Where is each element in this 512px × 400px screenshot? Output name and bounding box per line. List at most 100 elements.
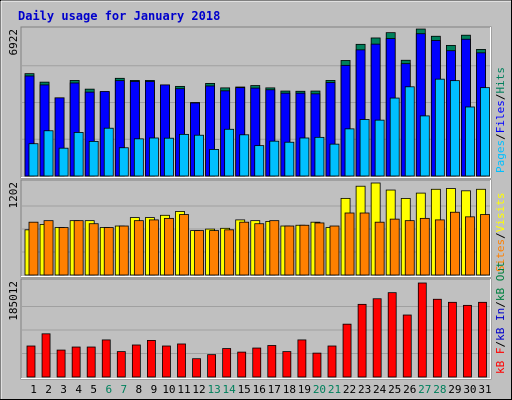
bar-sites-day-14 bbox=[224, 229, 235, 276]
bar-pages-day-18 bbox=[284, 141, 295, 177]
panel-kbytes: 185012 kB F/kB In/kB Out bbox=[7, 261, 507, 380]
bar-pages-day-9 bbox=[148, 137, 159, 177]
bar-pages-day-24 bbox=[374, 119, 385, 177]
bar-pages-day-19 bbox=[299, 137, 310, 177]
bar-sites-day-3 bbox=[58, 227, 69, 276]
legend-kbout: kB Out bbox=[494, 261, 507, 301]
x-tick-label-day-26: 26 bbox=[403, 383, 416, 396]
bar-kbf-day-23 bbox=[357, 303, 367, 378]
x-tick-label-day-15: 15 bbox=[238, 383, 251, 396]
bar-sites-day-6 bbox=[103, 227, 114, 276]
legend-kbf: kB F bbox=[494, 348, 507, 375]
legend-pages: Pages bbox=[494, 140, 507, 173]
legend-sites: Sites bbox=[494, 239, 507, 272]
chart-title: Daily usage for January 2018 bbox=[18, 9, 220, 23]
bar-sites-day-12 bbox=[194, 230, 204, 276]
bar-kbf-day-11 bbox=[177, 343, 186, 378]
panel-visits-sites: 1202 Sites/Visits bbox=[7, 179, 507, 278]
x-tick-label-day-13: 13 bbox=[207, 383, 220, 396]
bar-kbf-day-18 bbox=[282, 351, 292, 378]
bar-kbf-day-31 bbox=[478, 301, 487, 378]
bar-sites-day-10 bbox=[164, 217, 174, 276]
bar-kbf-day-27 bbox=[417, 282, 427, 378]
bar-kbf-day-25 bbox=[387, 292, 397, 378]
bar-kbf-day-16 bbox=[252, 347, 262, 378]
legend-sep-2: / bbox=[494, 94, 507, 101]
bar-pages-day-16 bbox=[254, 145, 265, 177]
x-tick-label-day-14: 14 bbox=[223, 383, 237, 396]
bar-pages-day-4 bbox=[73, 132, 84, 177]
bar-sites-day-17 bbox=[269, 220, 280, 276]
bar-sites-day-11 bbox=[179, 214, 189, 276]
x-tick-label-day-1: 1 bbox=[30, 383, 37, 396]
x-tick-label-day-3: 3 bbox=[60, 383, 67, 396]
bar-pages-day-14 bbox=[224, 128, 235, 177]
x-tick-label-day-23: 23 bbox=[358, 383, 371, 396]
bar-pages-day-20 bbox=[314, 136, 325, 177]
bar-kbf-day-1 bbox=[26, 345, 36, 378]
legend-sep-1: / bbox=[494, 133, 507, 140]
bar-kbf-day-3 bbox=[56, 349, 66, 378]
bar-kbf-day-26 bbox=[402, 314, 412, 378]
bar-kbf-day-5 bbox=[86, 346, 96, 378]
x-tick-label-day-6: 6 bbox=[105, 383, 112, 396]
bar-pages-day-11 bbox=[179, 133, 189, 177]
bar-pages-day-10 bbox=[164, 137, 174, 177]
bar-pages-day-22 bbox=[344, 128, 355, 177]
legend-sep-5: / bbox=[494, 301, 507, 308]
bar-kbf-day-6 bbox=[101, 339, 111, 378]
bar-sites-day-16 bbox=[254, 223, 265, 276]
bar-sites-day-26 bbox=[404, 220, 415, 276]
bar-sites-day-2 bbox=[43, 220, 54, 276]
bar-kbf-day-19 bbox=[297, 339, 307, 378]
x-tick-label-day-8: 8 bbox=[136, 383, 143, 396]
legend-kbin: kB In bbox=[494, 308, 507, 341]
bar-kbf-day-30 bbox=[463, 304, 472, 378]
bar-pages-day-29 bbox=[449, 80, 460, 177]
bar-kbf-day-8 bbox=[131, 344, 141, 378]
bar-pages-day-2 bbox=[43, 130, 54, 177]
x-tick-label-day-7: 7 bbox=[120, 383, 127, 396]
bar-kbf-day-2 bbox=[41, 333, 51, 378]
bar-sites-day-28 bbox=[434, 219, 445, 276]
bar-pages-day-3 bbox=[58, 147, 69, 177]
bar-pages-day-8 bbox=[133, 138, 144, 177]
bar-sites-day-13 bbox=[209, 230, 220, 276]
x-tick-label-day-28: 28 bbox=[433, 383, 446, 396]
bar-sites-day-22 bbox=[344, 212, 355, 276]
bar-kbf-day-29 bbox=[447, 301, 457, 378]
bar-sites-day-8 bbox=[133, 220, 144, 276]
legend-hits: Hits bbox=[494, 67, 507, 94]
bar-kbf-day-24 bbox=[372, 298, 382, 378]
bar-sites-day-4 bbox=[73, 220, 84, 276]
bar-kbf-day-28 bbox=[432, 298, 442, 378]
bar-pages-day-1 bbox=[28, 143, 39, 177]
y-max-label-visits: 1202 bbox=[7, 182, 20, 209]
bar-pages-day-13 bbox=[209, 149, 220, 177]
bar-pages-day-5 bbox=[88, 140, 99, 177]
bar-kbf-day-4 bbox=[71, 346, 81, 378]
bar-sites-day-25 bbox=[389, 218, 400, 276]
bar-pages-day-12 bbox=[194, 134, 204, 177]
bar-pages-day-7 bbox=[118, 147, 129, 177]
x-tick-label-day-19: 19 bbox=[298, 383, 311, 396]
x-tick-label-day-2: 2 bbox=[45, 383, 52, 396]
bar-sites-day-15 bbox=[239, 221, 250, 276]
bar-sites-day-19 bbox=[299, 224, 310, 276]
x-tick-label-day-18: 18 bbox=[283, 383, 296, 396]
x-tick-label-day-27: 27 bbox=[418, 383, 431, 396]
bars-hits-files-pages bbox=[24, 28, 490, 177]
x-tick-label-day-21: 21 bbox=[328, 383, 341, 396]
bar-pages-day-27 bbox=[419, 115, 430, 177]
x-tick-label-day-30: 30 bbox=[463, 383, 476, 396]
legend-files: Files bbox=[494, 100, 507, 133]
bar-sites-day-29 bbox=[449, 211, 460, 276]
bar-sites-day-30 bbox=[465, 216, 475, 276]
x-axis-day-labels: 1 2 3 4 5 6 7 8 9 10 11 12 13 14 15 16 17 18 19 20 21 22 23 24 2… bbox=[30, 383, 491, 396]
legend-hits-files-pages: Pages/Files/Hits bbox=[494, 67, 507, 173]
x-tick-label-day-5: 5 bbox=[90, 383, 97, 396]
x-tick-label-day-10: 10 bbox=[162, 383, 175, 396]
panel-hits-files-pages: 6922 Pages/Files/Hits bbox=[7, 26, 507, 179]
bar-kbf-day-15 bbox=[237, 351, 247, 378]
bar-pages-day-28 bbox=[434, 78, 445, 177]
